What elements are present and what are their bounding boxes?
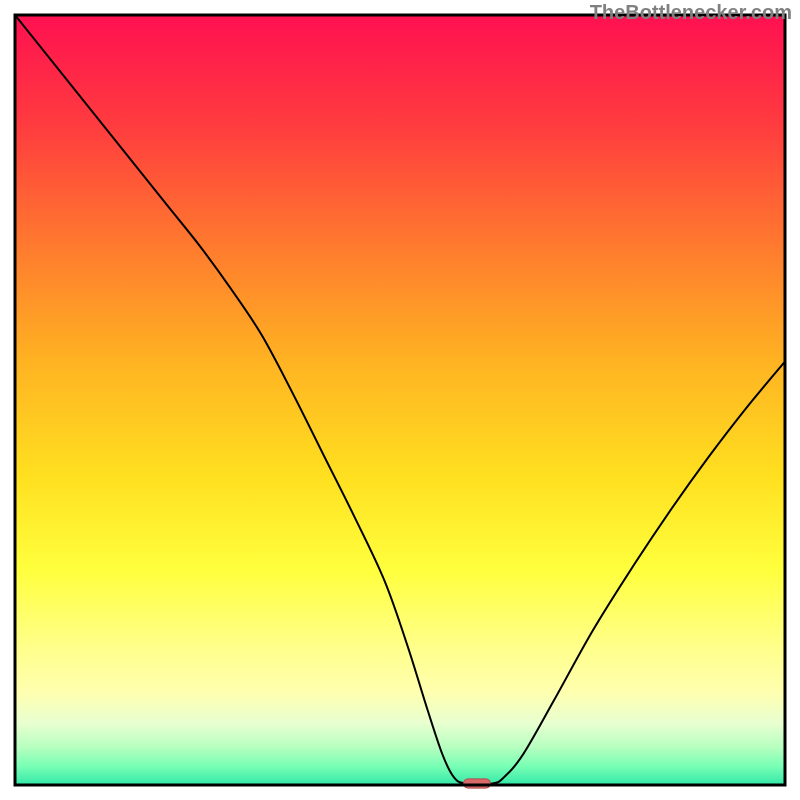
chart-container: TheBottlenecker.com bbox=[0, 0, 800, 800]
chart-background bbox=[15, 15, 785, 785]
bottleneck-chart bbox=[0, 0, 800, 800]
watermark-text: TheBottlenecker.com bbox=[590, 2, 792, 25]
optimal-marker bbox=[464, 779, 491, 788]
